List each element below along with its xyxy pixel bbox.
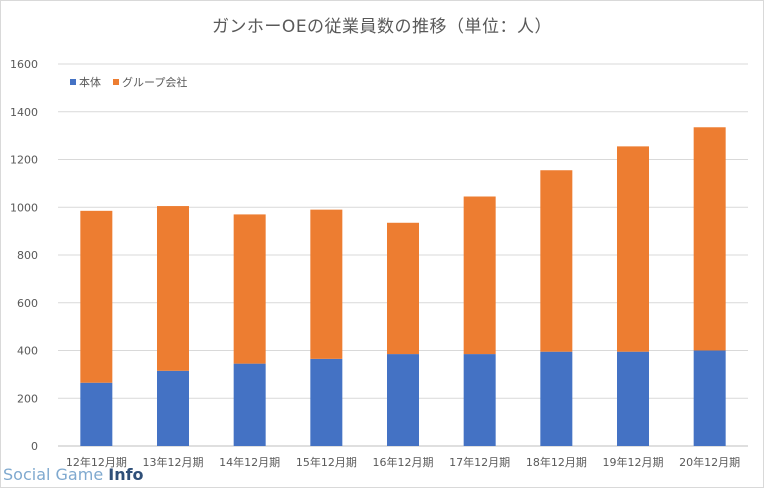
legend-swatch-group [113,79,119,85]
bar-hontai-2 [233,363,266,446]
bar-group-5 [463,196,496,355]
y-tick-label: 1600 [10,58,38,71]
x-tick-label: 16年12月期 [373,455,434,469]
chart-title: ガンホーOEの従業員数の推移（単位：人） [211,17,553,37]
y-tick-label: 1000 [10,201,38,214]
bar-group-8 [693,127,726,351]
y-axis-tick-labels: 0 200 400 600 800 1000 1200 1400 1600 [10,58,38,453]
x-tick-label: 12年12月期 [66,455,127,469]
bar-group-1 [157,206,189,371]
legend: 本体 グループ会社 [70,75,187,89]
bar-hontai-7 [617,351,649,446]
bar-hontai-3 [310,358,343,446]
bar-group-3 [310,209,343,359]
x-axis-tick-labels: 12年12月期 13年12月期 14年12月期 15年12月期 16年12月期 17年12… [66,455,740,469]
y-tick-label: 0 [31,440,38,453]
watermark-text-social-game: Social Game [3,465,109,484]
x-tick-label: 18年12月期 [526,455,587,469]
y-tick-label: 800 [17,249,38,262]
bar-group-6 [540,170,573,352]
bar-group-4 [387,222,419,355]
bar-group-7 [617,146,649,352]
watermark-text-info: Info [108,465,144,484]
legend-label-hontai: 本体 [79,75,101,89]
bar-hontai-6 [540,351,573,446]
x-tick-label: 14年12月期 [219,455,280,469]
y-tick-label: 600 [17,297,38,310]
x-tick-label: 17年12月期 [449,455,510,469]
y-tick-label: 1400 [10,106,38,119]
bar-hontai-4 [387,354,419,446]
watermark-logo: Social Game Info [3,466,144,484]
x-tick-label: 13年12月期 [143,455,204,469]
y-tick-label: 400 [17,345,38,358]
x-tick-label: 15年12月期 [296,455,357,469]
bar-hontai-1 [157,370,189,446]
bar-hontai-5 [463,354,496,446]
bar-hontai-0 [80,382,113,446]
bar-group-2 [233,214,266,364]
bar-group-0 [80,210,113,383]
legend-label-group: グループ会社 [122,75,187,89]
legend-swatch-hontai [70,79,76,85]
x-tick-label: 20年12月期 [679,455,740,469]
bar-hontai-8 [693,350,726,446]
x-tick-label: 19年12月期 [603,455,664,469]
bars [80,127,726,446]
y-tick-label: 200 [17,392,38,405]
y-tick-label: 1200 [10,154,38,167]
